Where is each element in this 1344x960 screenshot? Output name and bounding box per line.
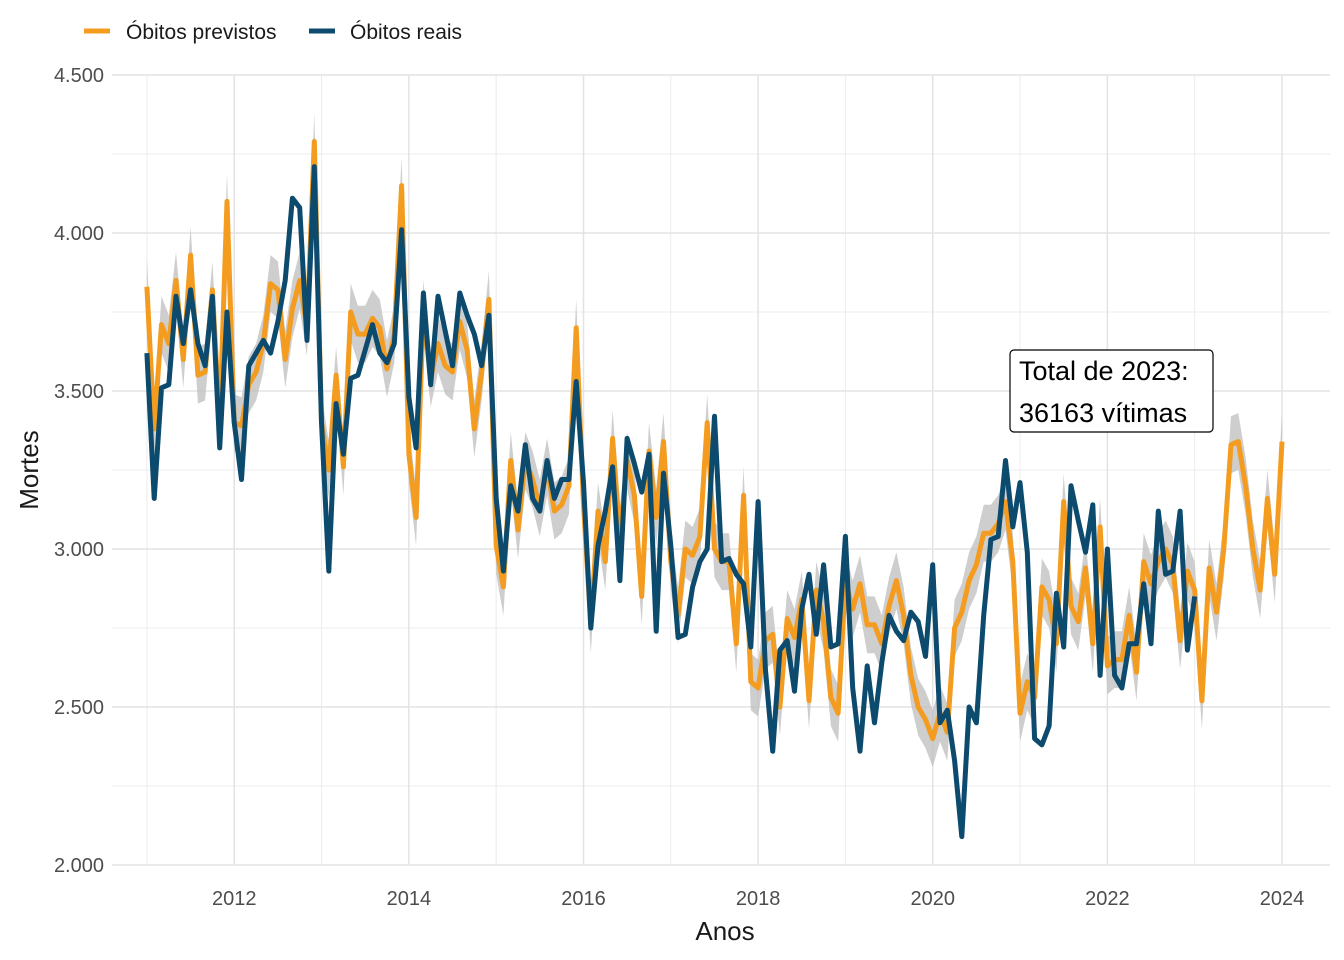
annotation-line-2: 36163 vítimas [1019,398,1187,428]
y-tick-label: 3.000 [54,539,104,561]
legend-label-obitos-previstos: Óbitos previstos [126,21,277,44]
y-tick-label: 3.500 [54,381,104,403]
x-tick-label: 2018 [736,888,781,910]
series-line-obitos-previstos [144,138,1285,742]
x-tick-label: 2014 [387,888,432,910]
x-tick-label: 2024 [1260,888,1305,910]
series-lines [144,138,1285,840]
legend-label-obitos-reais: Óbitos reais [350,21,462,44]
x-axis-title: Anos [695,916,754,946]
annotation-line-1: Total de 2023: [1019,356,1189,386]
annotation-box: Total de 2023: 36163 vítimas [1009,349,1214,433]
legend: Óbitos previstos Óbitos reais [84,21,462,44]
annotation-frame [1009,349,1214,433]
x-tick-label: 2012 [212,888,257,910]
series-line-obitos-reais [144,164,1198,840]
axes: 2012 2014 2016 2018 2020 2022 2024 2.000 2.500 3.… [54,65,1304,910]
x-tick-label: 2020 [910,888,955,910]
y-tick-label: 4.500 [54,65,104,87]
y-tick-label: 2.500 [54,697,104,719]
y-axis-title: Mortes [14,430,44,509]
y-tick-label: 4.000 [54,223,104,245]
x-tick-label: 2016 [561,888,606,910]
x-tick-label: 2022 [1085,888,1130,910]
gridlines [112,74,1330,866]
y-tick-label: 2.000 [54,855,104,877]
